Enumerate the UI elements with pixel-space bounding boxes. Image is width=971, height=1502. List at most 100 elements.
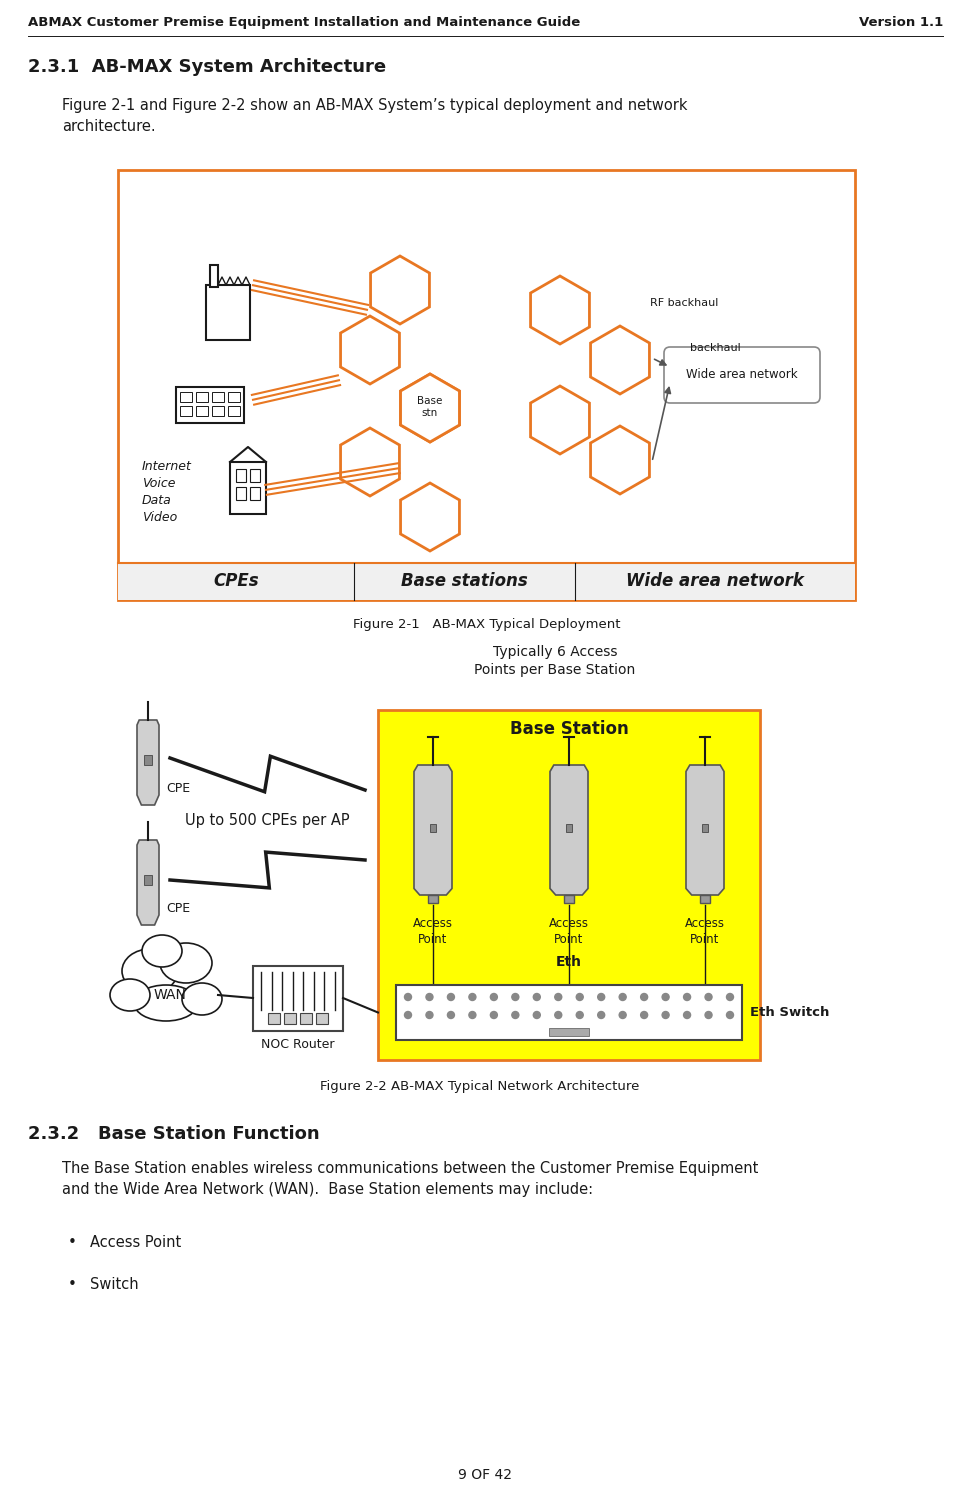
- Text: 2.3.2   Base Station Function: 2.3.2 Base Station Function: [28, 1125, 319, 1143]
- Text: CPEs: CPEs: [213, 572, 258, 590]
- Bar: [566, 823, 572, 832]
- Text: The Base Station enables wireless communications between the Customer Premise Eq: The Base Station enables wireless commun…: [62, 1161, 758, 1197]
- FancyBboxPatch shape: [664, 347, 820, 403]
- Circle shape: [705, 1011, 712, 1018]
- Bar: [300, 1012, 312, 1024]
- Bar: [230, 463, 266, 514]
- Circle shape: [512, 1011, 519, 1018]
- Bar: [212, 392, 224, 403]
- Bar: [176, 388, 244, 424]
- Bar: [144, 876, 152, 885]
- Circle shape: [554, 1011, 562, 1018]
- Bar: [396, 985, 742, 1039]
- Polygon shape: [414, 765, 452, 895]
- Text: CPE: CPE: [166, 783, 190, 795]
- Text: Base stations: Base stations: [401, 572, 528, 590]
- Bar: [268, 1012, 280, 1024]
- Text: Internet
Voice
Data
Video: Internet Voice Data Video: [142, 460, 192, 524]
- Text: Wide area network: Wide area network: [686, 368, 798, 382]
- Text: 2.3.1  AB-MAX System Architecture: 2.3.1 AB-MAX System Architecture: [28, 59, 386, 77]
- Bar: [210, 264, 218, 287]
- Text: Access Point: Access Point: [90, 1235, 182, 1250]
- Bar: [212, 406, 224, 416]
- Bar: [118, 563, 855, 599]
- Text: •: •: [68, 1277, 77, 1292]
- Polygon shape: [341, 428, 399, 496]
- Text: Switch: Switch: [90, 1277, 139, 1292]
- Circle shape: [426, 1011, 433, 1018]
- Bar: [118, 170, 855, 599]
- Text: ABMAX Customer Premise Equipment Installation and Maintenance Guide: ABMAX Customer Premise Equipment Install…: [28, 17, 581, 29]
- Text: Figure 2-1   AB-MAX Typical Deployment: Figure 2-1 AB-MAX Typical Deployment: [352, 617, 620, 631]
- Text: CPE: CPE: [166, 903, 190, 915]
- Ellipse shape: [110, 979, 150, 1011]
- Circle shape: [641, 993, 648, 1000]
- Polygon shape: [686, 765, 724, 895]
- Circle shape: [598, 993, 605, 1000]
- Circle shape: [619, 1011, 626, 1018]
- Bar: [196, 392, 208, 403]
- Circle shape: [662, 1011, 669, 1018]
- Bar: [430, 823, 436, 832]
- Circle shape: [490, 993, 497, 1000]
- Polygon shape: [401, 484, 459, 551]
- Text: Eth Switch: Eth Switch: [750, 1006, 829, 1018]
- Bar: [284, 1012, 296, 1024]
- Circle shape: [490, 1011, 497, 1018]
- Polygon shape: [590, 427, 650, 494]
- Bar: [236, 469, 246, 482]
- Ellipse shape: [134, 985, 198, 1021]
- Text: RF backhaul: RF backhaul: [650, 297, 719, 308]
- Circle shape: [684, 1011, 690, 1018]
- Text: Wide area network: Wide area network: [626, 572, 804, 590]
- Bar: [378, 710, 760, 1060]
- Polygon shape: [550, 765, 588, 895]
- Circle shape: [726, 993, 733, 1000]
- Text: Up to 500 CPEs per AP: Up to 500 CPEs per AP: [185, 813, 350, 828]
- Text: Figure 2-1 and Figure 2-2 show an AB-MAX System’s typical deployment and network: Figure 2-1 and Figure 2-2 show an AB-MAX…: [62, 98, 687, 134]
- Bar: [700, 895, 710, 903]
- Polygon shape: [590, 326, 650, 394]
- Circle shape: [469, 1011, 476, 1018]
- Text: Base
stn: Base stn: [418, 397, 443, 418]
- Text: Access
Point: Access Point: [413, 918, 453, 946]
- Circle shape: [533, 1011, 540, 1018]
- Circle shape: [576, 1011, 584, 1018]
- Polygon shape: [530, 276, 589, 344]
- Circle shape: [726, 1011, 733, 1018]
- Bar: [228, 406, 240, 416]
- Circle shape: [554, 993, 562, 1000]
- Circle shape: [576, 993, 584, 1000]
- Ellipse shape: [182, 982, 222, 1015]
- Bar: [702, 823, 708, 832]
- Bar: [180, 406, 192, 416]
- Circle shape: [448, 993, 454, 1000]
- Text: •: •: [68, 1235, 77, 1250]
- Bar: [250, 487, 260, 500]
- Bar: [206, 285, 250, 339]
- Text: NOC Router: NOC Router: [261, 1038, 335, 1051]
- Circle shape: [426, 993, 433, 1000]
- Circle shape: [684, 993, 690, 1000]
- Bar: [253, 966, 343, 1030]
- Polygon shape: [401, 374, 459, 442]
- Circle shape: [405, 993, 412, 1000]
- Circle shape: [641, 1011, 648, 1018]
- Text: Figure 2-2 AB-MAX Typical Network Architecture: Figure 2-2 AB-MAX Typical Network Archit…: [320, 1080, 640, 1093]
- Bar: [250, 469, 260, 482]
- Ellipse shape: [160, 943, 212, 982]
- Polygon shape: [137, 840, 159, 925]
- Circle shape: [705, 993, 712, 1000]
- Polygon shape: [341, 315, 399, 385]
- Circle shape: [619, 993, 626, 1000]
- Bar: [316, 1012, 328, 1024]
- Bar: [196, 406, 208, 416]
- Ellipse shape: [122, 949, 178, 993]
- Bar: [236, 487, 246, 500]
- Polygon shape: [137, 719, 159, 805]
- Text: Access
Point: Access Point: [685, 918, 725, 946]
- Text: WAN: WAN: [153, 988, 186, 1002]
- Bar: [549, 1027, 589, 1036]
- Polygon shape: [530, 386, 589, 454]
- Bar: [428, 895, 438, 903]
